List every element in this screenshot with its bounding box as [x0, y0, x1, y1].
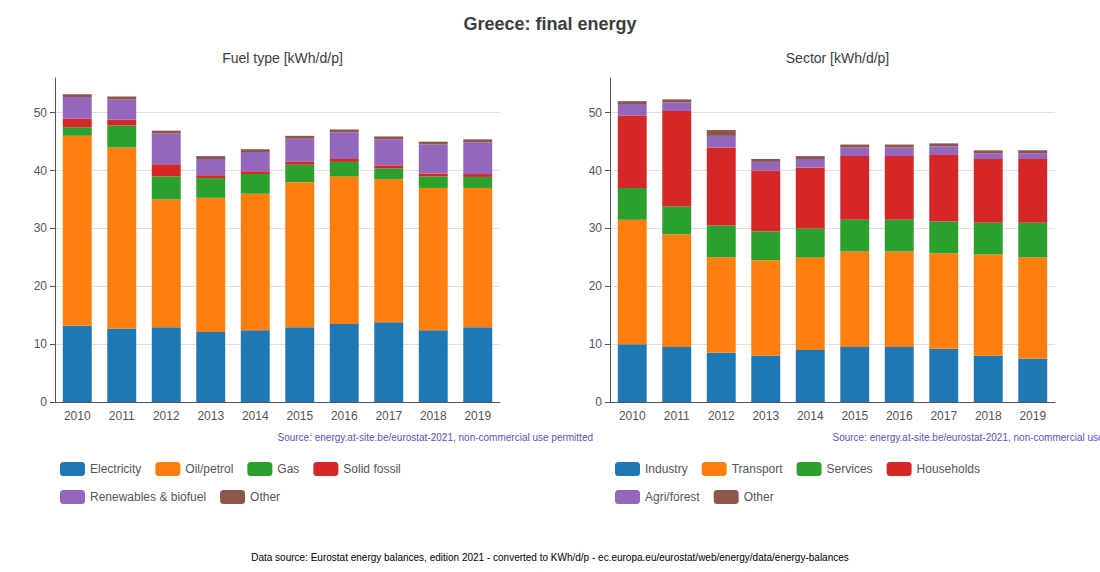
svg-text:50: 50 [34, 106, 48, 120]
svg-text:10: 10 [589, 337, 603, 351]
svg-text:30: 30 [34, 221, 48, 235]
svg-text:Data source: Eurostat energy b: Data source: Eurostat energy balances, e… [251, 552, 849, 563]
svg-text:2011: 2011 [664, 409, 690, 423]
svg-text:2018: 2018 [975, 409, 1002, 423]
svg-text:Services: Services [827, 462, 873, 476]
svg-text:2011: 2011 [109, 409, 135, 423]
svg-text:Sector [kWh/d/p]: Sector [kWh/d/p] [786, 50, 889, 66]
svg-text:2017: 2017 [375, 409, 402, 423]
svg-text:2016: 2016 [886, 409, 913, 423]
svg-text:40: 40 [34, 164, 48, 178]
svg-text:30: 30 [589, 221, 603, 235]
svg-text:Transport: Transport [732, 462, 784, 476]
svg-text:Source: energy.at-site.be/euro: Source: energy.at-site.be/eurostat-2021,… [832, 432, 1100, 443]
svg-text:20: 20 [34, 279, 48, 293]
svg-text:Greece: final energy: Greece: final energy [463, 14, 636, 34]
svg-text:2019: 2019 [1019, 409, 1046, 423]
svg-text:10: 10 [34, 337, 48, 351]
svg-text:2015: 2015 [841, 409, 868, 423]
svg-text:2018: 2018 [420, 409, 447, 423]
svg-text:Agri/forest: Agri/forest [645, 490, 700, 504]
svg-text:Industry: Industry [645, 462, 688, 476]
svg-text:2012: 2012 [708, 409, 735, 423]
svg-text:Gas: Gas [277, 462, 299, 476]
svg-text:2010: 2010 [619, 409, 646, 423]
svg-text:Source: energy.at-site.be/euro: Source: energy.at-site.be/eurostat-2021,… [277, 432, 593, 443]
svg-text:2017: 2017 [930, 409, 957, 423]
svg-text:40: 40 [589, 164, 603, 178]
svg-text:2019: 2019 [464, 409, 491, 423]
svg-text:Solid fossil: Solid fossil [343, 462, 400, 476]
svg-text:Renewables & biofuel: Renewables & biofuel [90, 490, 206, 504]
svg-text:Electricity: Electricity [90, 462, 141, 476]
svg-text:Households: Households [917, 462, 980, 476]
svg-text:Other: Other [250, 490, 280, 504]
svg-text:20: 20 [589, 279, 603, 293]
svg-text:2016: 2016 [331, 409, 358, 423]
svg-text:Oil/petrol: Oil/petrol [185, 462, 233, 476]
svg-text:2010: 2010 [64, 409, 91, 423]
svg-text:2015: 2015 [286, 409, 313, 423]
svg-text:2014: 2014 [242, 409, 269, 423]
svg-text:0: 0 [40, 395, 47, 409]
svg-text:2013: 2013 [752, 409, 779, 423]
svg-text:2013: 2013 [197, 409, 224, 423]
svg-text:2014: 2014 [797, 409, 824, 423]
svg-text:0: 0 [595, 395, 602, 409]
svg-text:Other: Other [744, 490, 774, 504]
svg-text:Fuel type [kWh/d/p]: Fuel type [kWh/d/p] [222, 50, 343, 66]
svg-text:2012: 2012 [153, 409, 180, 423]
svg-text:50: 50 [589, 106, 603, 120]
